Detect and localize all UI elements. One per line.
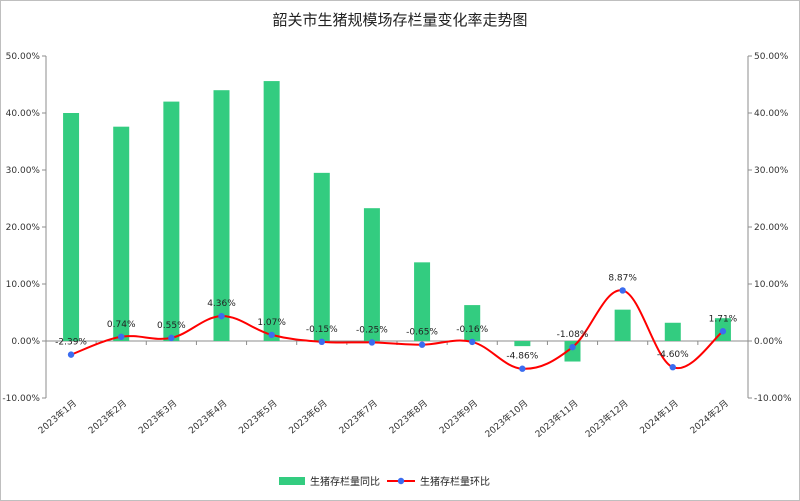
data-label-mom: 0.74% — [107, 320, 136, 330]
bar-series-layer — [63, 81, 731, 362]
x-tick-label: 2023年3月 — [136, 397, 179, 436]
y-tick-label-left: 10.00% — [6, 280, 41, 290]
legend: 生猪存栏量同比 生猪存栏量环比 — [279, 475, 490, 488]
x-tick-label: 2023年12月 — [583, 397, 631, 440]
line-mom-marker — [418, 341, 426, 348]
data-label-mom: -0.15% — [306, 325, 338, 335]
x-tick-label: 2023年10月 — [482, 397, 530, 440]
bar-yoy — [213, 90, 230, 341]
y-tick-label-left: 30.00% — [6, 166, 41, 176]
bar-yoy — [113, 126, 130, 342]
y-tick-label-right: 0.00% — [754, 337, 783, 347]
y-tick-label-left: 20.00% — [6, 223, 41, 233]
y-tick-label-right: 10.00% — [754, 280, 789, 290]
legend-swatch-marker — [397, 477, 405, 485]
data-label-mom: 8.87% — [608, 273, 637, 283]
y-tick-label-right: -10.00% — [754, 394, 792, 404]
bar-yoy — [414, 262, 431, 341]
bar-yoy — [163, 101, 180, 341]
line-mom-marker — [469, 338, 476, 346]
y-tick-label-right: 30.00% — [754, 166, 789, 176]
data-label-mom: 0.55% — [157, 321, 186, 331]
data-label-mom: -0.25% — [356, 325, 388, 335]
x-tick-label: 2023年6月 — [286, 397, 329, 436]
x-tick-label: 2023年5月 — [236, 397, 279, 436]
data-label-mom: -4.60% — [657, 350, 689, 360]
data-label-mom: 1.07% — [257, 318, 286, 328]
line-mom-marker — [268, 331, 275, 339]
y-tick-label-left: -10.00% — [2, 394, 40, 404]
data-label-mom: -2.39% — [55, 338, 87, 348]
data-label-mom: -0.16% — [456, 325, 488, 335]
bar-yoy — [313, 172, 330, 341]
x-tick-label: 2023年7月 — [336, 397, 379, 436]
x-tick-label: 2023年9月 — [437, 397, 480, 436]
x-tick-label: 2023年8月 — [387, 397, 430, 436]
line-mom-marker — [118, 333, 125, 340]
line-mom-marker — [619, 287, 626, 294]
data-label-mom: -0.65% — [406, 328, 438, 338]
line-mom-marker — [719, 328, 727, 335]
y-tick-label-left: 40.00% — [6, 109, 41, 119]
line-mom-marker — [519, 365, 526, 372]
y-tick-label-left: 0.00% — [11, 337, 40, 347]
bar-yoy — [564, 341, 581, 362]
x-tick-label: 2024年2月 — [687, 397, 730, 436]
x-tick-label: 2023年4月 — [186, 397, 229, 436]
legend-label-bar: 生猪存栏量同比 — [310, 475, 380, 488]
data-label-mom: 1.71% — [709, 314, 738, 324]
x-tick-label: 2023年1月 — [36, 397, 79, 436]
data-label-mom: -4.86% — [506, 352, 538, 362]
bar-yoy — [464, 305, 481, 341]
line-mom-marker — [67, 351, 75, 358]
line-mom-marker — [168, 334, 175, 342]
y-tick-label-right: 20.00% — [754, 223, 789, 233]
line-mom-marker — [569, 343, 576, 351]
data-labels-layer: -2.39% 0.74% 0.55% 4.36% 1.07% -0.15% -0.25% -0… — [55, 273, 738, 361]
bar-yoy — [514, 341, 531, 347]
bar-yoy — [263, 81, 280, 341]
line-mom-marker — [368, 339, 376, 346]
legend-swatch-bar — [279, 477, 305, 485]
x-tick-label: 2023年11月 — [533, 397, 581, 440]
y-tick-label-right: 40.00% — [754, 109, 789, 119]
line-mom-marker — [218, 312, 225, 320]
data-label-mom: 4.36% — [207, 299, 236, 309]
y-tick-label-left: 50.00% — [6, 52, 41, 62]
y-tick-label-right: 50.00% — [754, 52, 789, 62]
x-tick-label: 2024年1月 — [637, 397, 680, 436]
bar-yoy — [664, 322, 681, 341]
x-tick-label: 2023年2月 — [86, 397, 129, 436]
line-series-layer — [67, 287, 727, 372]
legend-label-line: 生猪存栏量环比 — [420, 475, 490, 488]
line-mom-marker — [669, 364, 676, 371]
bar-yoy — [63, 113, 80, 341]
chart-title: 韶关市生猪规模场存栏量变化率走势图 — [272, 11, 527, 29]
data-label-mom: -1.08% — [557, 330, 589, 340]
bar-yoy — [363, 208, 380, 341]
bar-yoy — [614, 309, 631, 341]
line-mom-marker — [318, 338, 325, 346]
